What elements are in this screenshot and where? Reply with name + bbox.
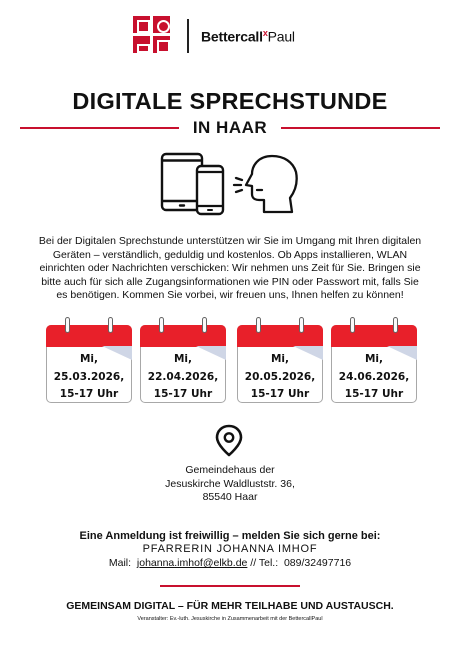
- contact-person: PFARRERIN JOHANNA IMHOF: [142, 543, 318, 555]
- calendar-card: Mi, 25.03.2026, 15-17 Uhr: [46, 317, 132, 403]
- calendar-ring-icon: [350, 317, 355, 333]
- mail-link[interactable]: johanna.imhof@elkb.de: [136, 557, 248, 569]
- device-illustration: [160, 152, 298, 216]
- organizer-note: Veranstalter: Ev.-luth. Jesuskirche in Z…: [137, 616, 323, 622]
- date-time: 15-17 Uhr: [250, 388, 310, 400]
- speaking-head-icon: [232, 154, 298, 214]
- date-value: 24.06.2026,: [338, 370, 410, 383]
- contact-line: Mail: johanna.imhof@elkb.de // Tel.: 089…: [0, 557, 460, 569]
- calendar-ring-icon: [256, 317, 261, 333]
- date-value: 20.05.2026,: [244, 370, 316, 383]
- calendar-ring-icon: [159, 317, 164, 333]
- calendar-ring-icon: [108, 317, 113, 333]
- intro-text: Bei der Digitalen Sprechstunde unterstüt…: [38, 235, 422, 302]
- header: BettercallxPaul: [133, 14, 295, 58]
- date-weekday: Mi,: [364, 353, 384, 365]
- registration-title: Eine Anmeldung ist freiwillig – melden S…: [79, 530, 381, 542]
- brand-name: BettercallxPaul: [201, 27, 295, 45]
- header-divider: [187, 19, 189, 53]
- date-value: 25.03.2026,: [53, 370, 125, 383]
- calendar-ring-icon: [393, 317, 398, 333]
- subtitle: IN HAAR: [192, 118, 268, 137]
- date-time: 15-17 Uhr: [153, 388, 213, 400]
- location-pin-icon: [215, 424, 243, 457]
- address-line: Gemeindehaus der: [185, 464, 275, 476]
- calendar-card: Mi, 20.05.2026, 15-17 Uhr: [237, 317, 323, 403]
- address-line: 85540 Haar: [202, 491, 258, 503]
- date-time: 15-17 Uhr: [59, 388, 119, 400]
- calendar-header: [140, 325, 226, 347]
- smartphone-icon: [195, 164, 225, 216]
- mail-label: Mail:: [108, 557, 132, 569]
- subtitle-rule-right: [281, 127, 440, 129]
- calendar-ring-icon: [299, 317, 304, 333]
- bettercallpaul-logo-icon: [133, 16, 173, 56]
- calendar-ring-icon: [65, 317, 70, 333]
- footer-rule: [160, 585, 300, 587]
- date-weekday: Mi,: [79, 353, 99, 365]
- date-time: 15-17 Uhr: [344, 388, 404, 400]
- tel-number: 089/32497716: [283, 557, 352, 569]
- calendar-header: [331, 325, 417, 347]
- tel-label: // Tel.:: [250, 557, 279, 569]
- date-value: 22.04.2026,: [147, 370, 219, 383]
- footer-slogan: GEMEINSAM DIGITAL – FÜR MEHR TEILHABE UN…: [66, 600, 394, 612]
- location-address: Gemeindehaus der Jesuskirche Waldluststr…: [0, 464, 460, 505]
- date-weekday: Mi,: [173, 353, 193, 365]
- subtitle-row: IN HAAR: [20, 118, 440, 138]
- calendar-header: [237, 325, 323, 347]
- calendar-header: [46, 325, 132, 347]
- calendar-card: Mi, 24.06.2026, 15-17 Uhr: [331, 317, 417, 403]
- page-title: DIGITALE SPRECHSTUNDE: [72, 88, 388, 114]
- subtitle-rule-left: [20, 127, 179, 129]
- calendar-card: Mi, 22.04.2026, 15-17 Uhr: [140, 317, 226, 403]
- date-weekday: Mi,: [270, 353, 290, 365]
- calendar-ring-icon: [202, 317, 207, 333]
- address-line: Jesuskirche Waldluststr. 36,: [165, 477, 295, 490]
